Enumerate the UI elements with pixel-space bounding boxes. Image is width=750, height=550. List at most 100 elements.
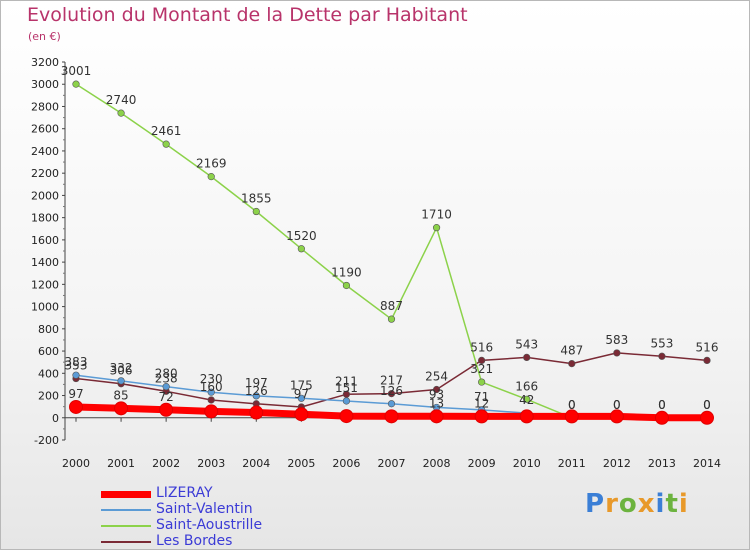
y-tick-label: -200 — [34, 434, 59, 447]
data-point-3 — [568, 360, 576, 368]
x-tick-label: 2006 — [332, 457, 360, 470]
x-tick-label: 2007 — [378, 457, 406, 470]
y-tick-label: 2200 — [31, 167, 59, 180]
data-point-3 — [478, 356, 486, 364]
data-point-1 — [342, 397, 351, 405]
data-label: 3001 — [61, 64, 92, 78]
data-label: 0 — [703, 398, 711, 412]
data-point-0 — [429, 409, 444, 424]
proxiti-logo: Proxiti — [585, 489, 689, 519]
y-tick-label: 0 — [52, 412, 59, 425]
x-tick-label: 2003 — [197, 457, 225, 470]
data-point-0 — [204, 404, 219, 419]
data-point-0 — [339, 409, 354, 424]
y-tick-label: 1200 — [31, 278, 59, 291]
data-label: 1190 — [331, 265, 362, 279]
data-label: 353 — [65, 359, 88, 373]
data-point-1 — [162, 383, 170, 391]
logo-letter: t — [665, 489, 679, 519]
data-label: 306 — [110, 364, 133, 378]
data-label: 97 — [294, 387, 309, 401]
x-tick-label: 2005 — [287, 457, 315, 470]
data-point-0 — [519, 409, 534, 424]
data-point-2 — [387, 315, 396, 323]
logo-letter: o — [618, 489, 638, 519]
data-point-0 — [249, 405, 264, 420]
y-tick-label: 2600 — [31, 123, 59, 136]
data-label: 85 — [113, 388, 128, 402]
data-point-1 — [207, 388, 215, 396]
data-point-3 — [207, 396, 215, 404]
data-label: 1520 — [286, 229, 317, 243]
data-label: 217 — [380, 374, 403, 388]
legend-swatch — [101, 541, 151, 543]
legend-swatch — [101, 509, 151, 511]
y-tick-label: 2400 — [31, 145, 59, 158]
data-label: 487 — [560, 344, 583, 358]
y-tick-label: 400 — [38, 367, 59, 380]
data-point-2 — [72, 80, 80, 88]
data-label: 383 — [65, 355, 88, 369]
data-point-0 — [384, 409, 399, 424]
data-point-2 — [478, 378, 486, 386]
data-point-2 — [432, 224, 441, 232]
data-label: 2740 — [106, 93, 137, 107]
data-label: 543 — [515, 337, 538, 351]
y-tick-label: 1600 — [31, 234, 59, 247]
data-point-2 — [297, 245, 305, 253]
data-label: 197 — [245, 376, 268, 390]
data-point-3 — [387, 390, 396, 398]
data-point-1 — [252, 392, 260, 400]
data-point-0 — [114, 401, 129, 416]
data-label: 175 — [290, 378, 313, 392]
logo-letter: r — [605, 489, 619, 519]
data-label: 254 — [425, 370, 448, 384]
data-label: 0 — [703, 398, 711, 412]
y-tick-label: 3000 — [31, 78, 59, 91]
data-label: 1710 — [421, 208, 452, 222]
data-labels: 97 85 72 13 12 383 332 280 230 197 175 151 126 93 71 42… — [61, 64, 719, 412]
y-tick-label: 1400 — [31, 256, 59, 269]
data-point-1 — [72, 371, 80, 379]
x-tick-label: 2000 — [62, 457, 90, 470]
data-label: 0 — [613, 398, 621, 412]
data-label: 2169 — [196, 157, 227, 171]
x-tick-label: 2002 — [152, 457, 180, 470]
data-point-2 — [162, 140, 170, 148]
y-tick-label: 1000 — [31, 301, 59, 314]
data-label: 211 — [335, 374, 358, 388]
data-label: 12 — [474, 396, 489, 410]
data-point-0 — [609, 409, 624, 424]
x-tick-label: 2010 — [513, 457, 541, 470]
data-point-2 — [252, 207, 260, 216]
series-points — [69, 80, 714, 425]
data-label: 583 — [605, 333, 628, 347]
data-label: 0 — [568, 398, 576, 412]
data-label: 0 — [613, 398, 621, 412]
legend-label: Les Bordes — [156, 533, 233, 549]
data-label: 238 — [155, 371, 178, 385]
data-label: 2461 — [151, 124, 182, 138]
data-label: 280 — [155, 367, 178, 381]
data-label: 166 — [515, 379, 538, 393]
data-label: 13 — [429, 396, 444, 410]
data-label: 553 — [650, 336, 673, 350]
data-point-0 — [474, 409, 489, 424]
legend-label: LIZERAY — [156, 485, 213, 501]
data-point-2 — [207, 173, 215, 181]
data-point-3 — [703, 356, 711, 364]
y-tick-label: 800 — [38, 323, 59, 336]
data-point-1 — [117, 377, 125, 385]
legend-swatch — [101, 525, 151, 527]
x-tick-label: 2013 — [648, 457, 676, 470]
x-tick-label: 2014 — [693, 457, 721, 470]
logo-letter: x — [637, 489, 656, 519]
x-tick-label: 2008 — [423, 457, 451, 470]
data-point-0 — [69, 399, 83, 414]
data-label: 160 — [200, 380, 223, 394]
logo-letter: i — [678, 489, 689, 519]
y-tick-label: 200 — [38, 390, 59, 403]
data-point-1 — [387, 400, 396, 408]
data-label: 126 — [245, 384, 268, 398]
